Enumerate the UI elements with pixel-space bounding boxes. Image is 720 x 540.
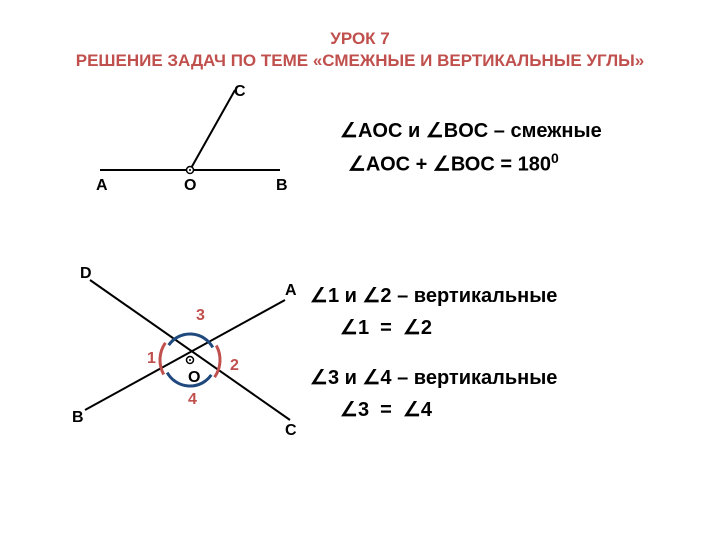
diagram1-svg: A O B C [80,90,320,210]
adjacent-line2: ∠АОС + ∠ВОС = 1800 [340,147,602,181]
angle-icon: ∠ [403,317,421,339]
angle-icon: ∠ [403,399,421,421]
label-b: B [276,177,288,194]
num-3: 3 [196,307,205,324]
vertical-text: ∠1 и ∠2 – вертикальные ∠1 = ∠2 ∠3 и ∠4 –… [310,280,557,426]
adjacent-text: ∠AOC и ∠BOC – смежные ∠АОС + ∠ВОС = 1800 [340,115,602,181]
vert-eq2: ∠3 = ∠4 [310,394,557,426]
label2-c: C [285,422,297,439]
vert-line3: ∠3 и ∠4 – вертикальные [310,362,557,394]
adjacent-angles-diagram: A O B C [80,90,320,210]
label-a: A [96,177,108,194]
spacer [310,344,557,362]
title-line1: УРОК 7 [0,28,720,50]
label2-d: D [80,265,92,282]
line-oc [190,90,235,170]
angle-icon: ∠ [426,120,444,142]
label2-b: B [72,409,84,426]
line-ba [85,300,285,410]
num-2: 2 [230,357,239,374]
label2-a: A [285,282,297,299]
angle-icon: ∠ [362,367,380,389]
angle-icon: ∠ [340,120,358,142]
point-o2-dot [189,359,191,361]
label-o: O [184,177,196,194]
angle-icon: ∠ [340,399,358,421]
label2-o: O [188,369,200,386]
arc-angle1 [160,343,165,375]
num-4: 4 [188,391,197,408]
angle-icon: ∠ [310,285,328,307]
angle-icon: ∠ [310,367,328,389]
arc-angle2 [215,346,220,378]
angle-icon: ∠ [362,285,380,307]
lesson-title: УРОК 7 РЕШЕНИЕ ЗАДАЧ ПО ТЕМЕ «СМЕЖНЫЕ И … [0,0,720,72]
vertical-angles-diagram: A B C D O 1 2 3 4 [60,260,320,460]
vert-line1: ∠1 и ∠2 – вертикальные [310,280,557,312]
title-line2: РЕШЕНИЕ ЗАДАЧ ПО ТЕМЕ «СМЕЖНЫЕ И ВЕРТИКА… [0,50,720,72]
label-c: C [234,83,246,100]
point-o-dot [189,169,191,171]
adjacent-line1: ∠AOC и ∠BOC – смежные [340,115,602,147]
diagram2-svg: A B C D O 1 2 3 4 [60,260,320,460]
vert-eq1: ∠1 = ∠2 [310,312,557,344]
num-1: 1 [147,350,156,367]
angle-icon: ∠ [340,317,358,339]
